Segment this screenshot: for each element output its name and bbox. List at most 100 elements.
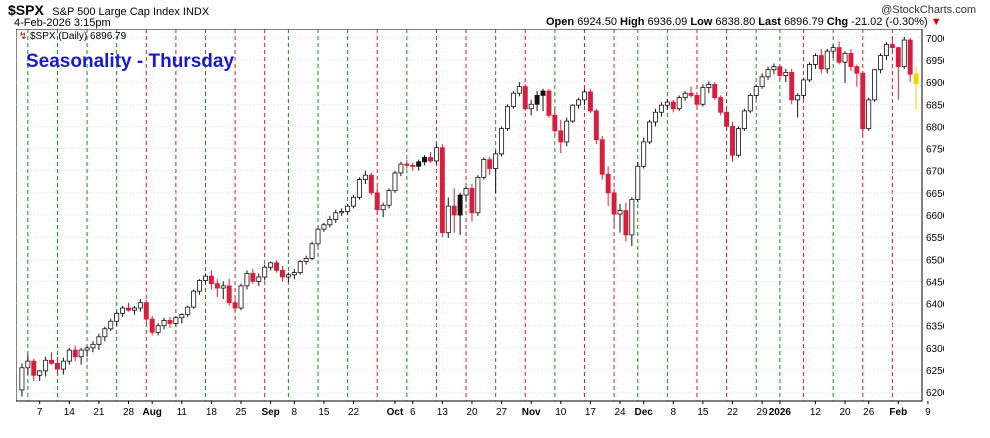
- candle-body: [78, 349, 84, 358]
- candle-body: [173, 317, 179, 324]
- candle-body: [386, 190, 392, 206]
- candle-body: [735, 128, 741, 156]
- candle-body: [232, 302, 238, 309]
- ohlc-summary: Open 6924.50 High 6936.09 Low 6838.80 La…: [546, 16, 942, 28]
- candle: [90, 341, 96, 353]
- candle: [238, 283, 244, 311]
- candle-body: [629, 199, 635, 236]
- candle-body: [398, 163, 404, 174]
- candle: [173, 315, 179, 327]
- candle-body: [451, 205, 457, 216]
- candle: [339, 208, 345, 216]
- candle: [149, 315, 155, 336]
- candle-body: [753, 86, 759, 96]
- candle-body: [510, 92, 516, 107]
- x-tick-label: 22: [727, 407, 739, 418]
- candle-body: [682, 92, 688, 99]
- x-axis-labels: 7 14 21 28 Aug 11 18 25 Sep 8 15 22 Oct 6 13 20 27 Nov 10 1…: [37, 401, 931, 418]
- candle: [883, 42, 889, 60]
- candle-body: [291, 272, 297, 276]
- candle: [362, 170, 368, 184]
- high-label: High: [620, 16, 645, 28]
- candle: [706, 81, 712, 94]
- candle: [60, 357, 66, 375]
- candle-body: [759, 76, 765, 87]
- candle-body: [481, 159, 487, 178]
- candle-body: [114, 312, 120, 322]
- candle-body: [102, 328, 108, 338]
- candle-body: [137, 302, 143, 309]
- candle: [333, 209, 339, 223]
- candle: [753, 84, 759, 99]
- x-tick-label: 20: [839, 407, 851, 418]
- candle-body: [771, 66, 777, 71]
- candle-body: [706, 83, 712, 88]
- candle: [303, 255, 309, 265]
- x-tick-label: 22: [348, 407, 360, 418]
- candle: [416, 159, 422, 171]
- candle-body: [250, 273, 256, 282]
- candle: [256, 273, 262, 286]
- last-label: Last: [758, 16, 781, 28]
- candle-body: [368, 174, 374, 194]
- candle: [694, 91, 700, 107]
- candle: [516, 82, 522, 97]
- price-chart: 6200 6250 6300 6350 6400 6450 6500 6550 6600 6650…: [15, 28, 949, 421]
- candle-body: [765, 69, 771, 78]
- candle: [96, 333, 102, 351]
- candle-body: [676, 97, 682, 110]
- candle-body: [167, 319, 173, 324]
- candle: [771, 63, 777, 75]
- candle-body: [570, 104, 576, 122]
- candle-body: [274, 262, 280, 271]
- candle-body: [197, 280, 203, 292]
- candle: [315, 227, 321, 246]
- y-tick-label: 6250: [926, 366, 944, 377]
- candle-body: [730, 126, 735, 156]
- x-tick-label: 21: [93, 407, 105, 418]
- candle: [250, 269, 256, 284]
- candle-body: [356, 179, 362, 198]
- x-tick-label: 27: [496, 407, 508, 418]
- candle: [386, 188, 392, 209]
- candle: [913, 66, 919, 110]
- candle-body: [362, 174, 368, 180]
- candle-body: [747, 95, 753, 112]
- candle: [143, 300, 149, 324]
- candle-body: [120, 307, 126, 314]
- y-axis-labels: 6200 6250 6300 6350 6400 6450 6500 6550 6600 6650…: [926, 34, 949, 399]
- candle: [801, 77, 807, 99]
- candle: [664, 98, 670, 110]
- candle: [114, 311, 120, 326]
- candle-body: [581, 91, 587, 101]
- last-value: 6896.79: [783, 16, 824, 28]
- candle-body: [54, 362, 60, 370]
- candle: [818, 48, 824, 74]
- candle-body: [493, 153, 499, 169]
- chart-title: Seasonality - Thursday: [26, 51, 234, 72]
- candle-body: [321, 224, 327, 230]
- y-tick-label: 6450: [926, 277, 944, 288]
- y-gridlines: [16, 37, 922, 393]
- legend-icon: ↯: [19, 31, 27, 42]
- candle: [345, 203, 351, 215]
- candle: [309, 241, 315, 261]
- candle: [570, 104, 576, 123]
- candle-body: [499, 128, 505, 155]
- candlestick-chart: 6200 6250 6300 6350 6400 6450 6500 6550 6600 6650…: [15, 28, 949, 418]
- candle: [848, 48, 854, 72]
- candle-body: [49, 359, 55, 364]
- x-tick-label: 17: [585, 407, 597, 418]
- x-tick-label: 20: [466, 407, 478, 418]
- x-tick-label: 14: [64, 407, 76, 418]
- y-tick-label: 6200: [926, 388, 944, 399]
- y-tick-label: 6300: [926, 344, 944, 355]
- candle-body: [161, 319, 167, 327]
- candle: [84, 345, 90, 357]
- ticker-description: S&P 500 Large Cap Index INDX: [52, 6, 210, 18]
- candle: [812, 53, 818, 69]
- candle: [291, 269, 297, 280]
- candle: [368, 172, 374, 196]
- candle-body: [635, 165, 641, 200]
- candle-body: [889, 44, 895, 48]
